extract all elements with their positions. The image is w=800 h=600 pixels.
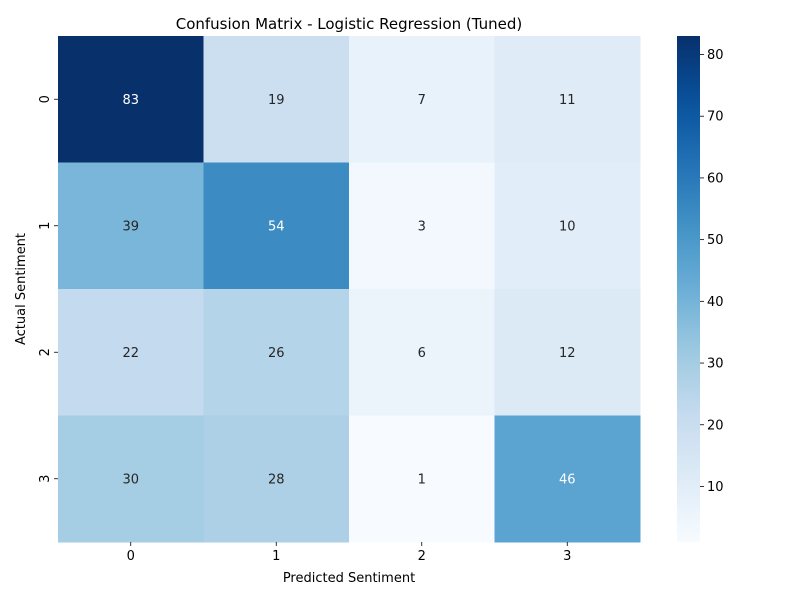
cell-label-r0-c3: 11: [559, 93, 576, 108]
cell-r1-c1: [203, 162, 350, 290]
cell-r0-c0: [58, 36, 204, 163]
cell-label-r1-c1: 54: [268, 219, 285, 234]
x-axis: 0 1 2 3: [127, 542, 571, 564]
y-axis: 0 1 2 3: [38, 95, 58, 483]
cell-label-r0-c2: 7: [418, 93, 426, 108]
y-axis-label: Actual Sentiment: [14, 233, 29, 345]
colorbar-tick-label-5: 60: [707, 171, 724, 186]
cell-label-r2-c0: 22: [122, 346, 139, 361]
cell-r3-c2: [349, 415, 495, 543]
colorbar-tick-label-7: 80: [707, 48, 724, 63]
cell-label-r1-c2: 3: [418, 219, 426, 234]
colorbar-tick-label-4: 50: [707, 233, 724, 248]
colorbar: 10 20 30 40 50 60 70 80: [677, 36, 724, 542]
x-tick-label-1: 1: [272, 549, 280, 564]
heatmap-cells: 83 19 7 11 39 54 3 10 22 26 6 12 30 28 1 46: [58, 36, 641, 543]
cell-label-r0-c0: 83: [122, 93, 139, 108]
cell-r1-c0: [58, 162, 204, 290]
cell-label-r3-c3: 46: [559, 472, 576, 487]
y-tick-label-1: 1: [38, 222, 53, 230]
cell-r0-c1: [203, 36, 350, 163]
cell-label-r2-c2: 6: [418, 346, 426, 361]
cell-r2-c1: [203, 289, 350, 416]
cell-r3-c3: [494, 415, 641, 543]
cell-label-r2-c3: 12: [559, 346, 576, 361]
cell-label-r3-c1: 28: [268, 472, 285, 487]
y-tick-label-2: 2: [38, 348, 53, 356]
colorbar-tick-label-0: 10: [707, 480, 724, 495]
cell-r0-c2: [349, 36, 495, 163]
cell-label-r0-c1: 19: [268, 93, 285, 108]
chart-title: Confusion Matrix - Logistic Regression (…: [176, 15, 523, 33]
cell-r3-c1: [203, 415, 350, 543]
cell-label-r1-c3: 10: [559, 219, 576, 234]
cell-r1-c3: [494, 162, 641, 290]
cell-r2-c2: [349, 289, 495, 416]
cell-r2-c0: [58, 289, 204, 416]
x-tick-label-2: 2: [418, 549, 426, 564]
y-tick-label-0: 0: [38, 95, 53, 103]
y-tick-label-3: 3: [38, 475, 53, 483]
cell-r0-c3: [494, 36, 641, 163]
colorbar-tick-label-2: 30: [707, 357, 724, 372]
cell-r2-c3: [494, 289, 641, 416]
colorbar-tick-label-1: 20: [707, 418, 724, 433]
cell-label-r1-c0: 39: [122, 219, 139, 234]
x-tick-label-3: 3: [563, 549, 571, 564]
cell-label-r3-c2: 1: [418, 472, 426, 487]
colorbar-gradient: [677, 36, 700, 542]
x-tick-label-0: 0: [127, 549, 135, 564]
cell-r1-c2: [349, 162, 495, 290]
cell-r3-c0: [58, 415, 204, 543]
colorbar-tick-label-6: 70: [707, 110, 724, 125]
colorbar-tick-label-3: 40: [707, 295, 724, 310]
cell-label-r3-c0: 30: [122, 472, 139, 487]
cell-label-r2-c1: 26: [268, 346, 285, 361]
x-axis-label: Predicted Sentiment: [283, 571, 415, 586]
